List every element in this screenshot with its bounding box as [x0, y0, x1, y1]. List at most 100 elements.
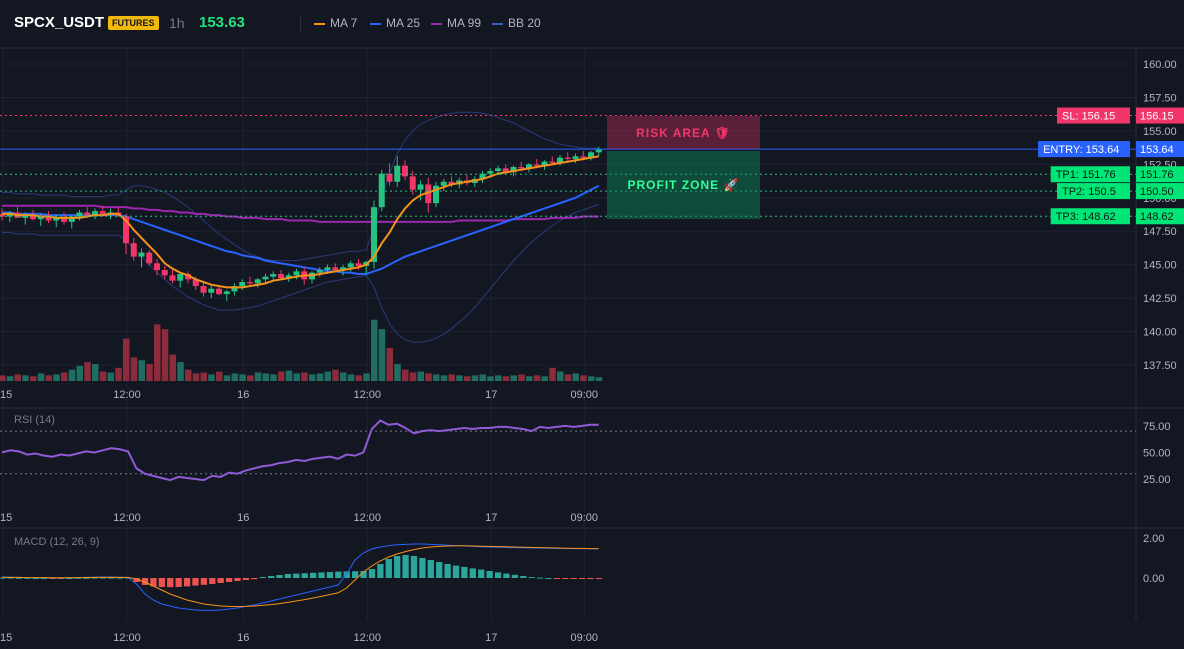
price-tick-label: 160.00 [1143, 59, 1177, 71]
macd-hist-bar [234, 578, 241, 581]
volume-bar [386, 348, 393, 381]
level-price-tag [1136, 208, 1184, 225]
level-tag [1050, 166, 1130, 183]
legend-bb20[interactable]: BB 20 [492, 16, 541, 30]
macd-hist-bar [570, 578, 577, 579]
volume-bar [14, 374, 21, 381]
candle-body [487, 171, 494, 174]
macd-hist-bar [293, 573, 300, 578]
macd-hist-bar [192, 578, 199, 586]
chart-header: SPCX_USDT FUTURES 1h 153.63 MA 7 MA 25 M… [0, 0, 1184, 48]
macd-hist-bar [32, 578, 39, 579]
volume-bar [324, 371, 331, 381]
timeframe-label[interactable]: 1h [169, 15, 185, 31]
candle-body [53, 217, 60, 221]
time-tick-label: 09:00 [570, 632, 598, 644]
volume-bar [247, 375, 254, 381]
volume-bar [371, 319, 378, 381]
time-tick-label: 17 [485, 389, 497, 401]
candle-body [549, 161, 556, 164]
candle-body [270, 274, 277, 277]
volume-bar [549, 367, 556, 381]
level-tag-label: TP3: 148.62 [1056, 211, 1116, 223]
candle-body [130, 243, 137, 257]
volume-bar [45, 375, 52, 381]
candle-body [123, 216, 129, 244]
risk-area-zone: RISK AREA 🛡 [607, 116, 760, 149]
legend-ma99[interactable]: MA 99 [431, 16, 481, 30]
macd-hist-bar [461, 567, 468, 578]
macd-hist-bar [385, 559, 392, 578]
candle-body [68, 216, 75, 222]
macd-hist-bar [99, 577, 107, 579]
volume-bar [92, 364, 99, 381]
legend-ma25-label: MA 25 [386, 16, 421, 30]
level-price-tag [1136, 166, 1184, 183]
candle-body [402, 165, 408, 177]
candle-body [278, 274, 284, 279]
time-tick-label: 16 [237, 632, 249, 644]
candle-body [518, 167, 525, 169]
volume-bar [99, 371, 107, 381]
macd-hist-bar [587, 578, 594, 579]
volume-bar [363, 373, 370, 381]
level-price-tag [1136, 107, 1184, 124]
macd-hist-bar [57, 578, 65, 579]
time-tick-label: 12:00 [113, 632, 141, 644]
macd-hist-bar [419, 558, 426, 578]
volume-bar [526, 376, 533, 381]
macd-hist-bar [318, 572, 325, 578]
volume-bar [479, 374, 486, 381]
symbol-label[interactable]: SPCX_USDT [14, 14, 105, 31]
macd-hist-bar [183, 578, 191, 587]
time-tick-label: 17 [485, 512, 497, 524]
candle-body [347, 263, 354, 268]
macd-hist-bar [251, 578, 258, 580]
volume-bar [223, 375, 231, 381]
level-price-label: 156.15 [1140, 111, 1174, 123]
time-tick-label: 12:00 [353, 389, 381, 401]
legend-ma25[interactable]: MA 25 [370, 16, 420, 30]
rsi-tick-label: 75.00 [1143, 421, 1171, 433]
level-price-label: 151.76 [1140, 169, 1174, 181]
candle-body [394, 165, 401, 182]
price-tick-label: 157.50 [1143, 92, 1177, 104]
candle-body [262, 276, 269, 280]
macd-hist-bar [242, 578, 250, 580]
candle-body [285, 275, 292, 279]
macd-hist-bar [562, 578, 569, 579]
level-tag-label: SL: 156.15 [1062, 111, 1115, 123]
macd-hist-bar [209, 578, 216, 584]
candle-body [526, 164, 532, 169]
macd-hist-bar [7, 577, 14, 579]
time-tick-label: 12:00 [113, 512, 141, 524]
volume-bar [37, 373, 45, 381]
candle-body [564, 157, 571, 159]
volume-bar [355, 375, 362, 381]
volume-bar [564, 374, 572, 381]
candle-body [588, 152, 594, 158]
time-tick-label: 15 [0, 512, 12, 524]
macd-hist-bar [284, 574, 292, 578]
candle-body [200, 286, 207, 293]
legend-ma7[interactable]: MA 7 [314, 16, 357, 30]
volume-bar [510, 375, 517, 381]
volume-bar [417, 371, 424, 381]
profit-zone: PROFIT ZONE 🚀 [607, 151, 760, 219]
volume-bar [402, 369, 409, 381]
macd-hist-bar [410, 556, 418, 578]
macd-hist-bar [259, 577, 266, 578]
macd-hist-bar [536, 577, 544, 579]
macd-hist-bar [503, 573, 510, 578]
macd-hist-bar [108, 577, 115, 579]
legend-bb20-swatch [492, 22, 503, 25]
volume-bar [572, 373, 579, 381]
price-tick-label: 140.00 [1143, 327, 1177, 339]
candle-body [254, 279, 261, 284]
candle-body [371, 207, 377, 262]
volume-bar [588, 376, 595, 381]
volume-bar [146, 364, 153, 381]
price-tick-label: 137.50 [1143, 360, 1177, 372]
macd-signal-line [2, 545, 599, 608]
